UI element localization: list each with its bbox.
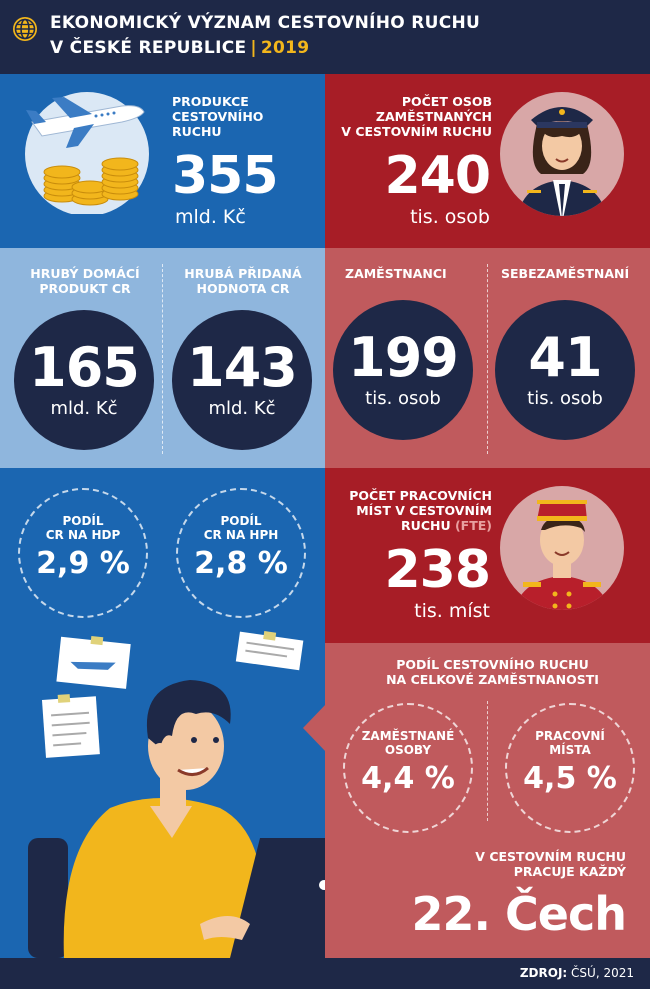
employed-persons-share-circle: ZAMĚSTNANÉ OSOBY 4,4 % (343, 703, 473, 833)
share-gdp-label: PODÍL CR NA HDP (45, 514, 121, 542)
source-label: ZDROJ: (519, 966, 568, 980)
divider (487, 701, 488, 821)
share-gva-value: 2,8 % (194, 546, 288, 581)
employed-value: 240 (384, 146, 491, 206)
share-gva-circle: PODÍL CR NA HPH 2,8 % (176, 488, 306, 618)
selfemployed-circle: 41 tis. osob (495, 300, 635, 440)
year-label: 2019 (260, 38, 310, 58)
employed-persons-share-label: ZAMĚSTNANÉ OSOBY (361, 729, 455, 757)
employed-unit: tis. osob (410, 206, 490, 228)
plane-coins-illustration (25, 92, 149, 214)
footer: ZDROJ: ČSÚ, 2021 (0, 958, 650, 989)
source-value: ČSÚ, 2021 (571, 966, 634, 980)
employment-share-title: PODÍL CESTOVNÍHO RUCHU NA CELKOVÉ ZAMĚST… (386, 657, 599, 687)
employees-unit: tis. osob (365, 388, 441, 409)
speech-pointer (303, 703, 327, 753)
share-gva-label: PODÍL CR NA HPH (203, 514, 279, 542)
employees-panel: ZAMĚSTNANCI SEBEZAMĚSTNANÍ 199 tis. osob… (325, 248, 650, 468)
gva-unit: mld. Kč (208, 398, 276, 419)
jobs-label: POČET PRACOVNÍCH MÍST V CESTOVNÍM RUCHU … (349, 488, 492, 533)
jobs-unit: tis. míst (414, 600, 490, 622)
gdp-label: HRUBÝ DOMÁCÍ PRODUKT CR (30, 266, 140, 296)
gdp-circle: 165 mld. Kč (14, 310, 154, 450)
job-places-share-label: PRACOVNÍ MÍSTA (535, 729, 605, 757)
globe-icon (13, 17, 37, 41)
employed-persons-share-value: 4,4 % (361, 761, 455, 796)
production-value: 355 (172, 146, 279, 206)
shares-panel: PODÍL CR NA HDP 2,9 % PODÍL CR NA HPH 2,… (0, 468, 325, 958)
selfemployed-label: SEBEZAMĚSTNANÍ (501, 266, 630, 281)
selfemployed-value: 41 (528, 326, 602, 389)
production-panel: PRODUKCE CESTOVNÍHO RUCHU 355 mld. Kč (0, 74, 325, 248)
every-text: V CESTOVNÍM RUCHU PRACUJE KAŽDÝ (475, 849, 626, 879)
share-gdp-circle: PODÍL CR NA HDP 2,9 % (18, 488, 148, 618)
gdp-value: 165 (29, 336, 140, 399)
employment-share-panel: PODÍL CESTOVNÍHO RUCHU NA CELKOVÉ ZAMĚST… (303, 643, 650, 958)
share-gdp-value: 2,9 % (36, 546, 130, 581)
gdp-gva-panel: HRUBÝ DOMÁCÍ PRODUKT CR HRUBÁ PŘIDANÁ HO… (0, 248, 325, 468)
job-places-share-circle: PRACOVNÍ MÍSTA 4,5 % (505, 703, 635, 833)
page-title-line1: EKONOMICKÝ VÝZNAM CESTOVNÍHO RUCHU (50, 13, 481, 33)
header: EKONOMICKÝ VÝZNAM CESTOVNÍHO RUCHU V ČES… (0, 0, 650, 74)
gdp-unit: mld. Kč (50, 398, 118, 419)
pilot-illustration (500, 92, 624, 216)
employees-label: ZAMĚSTNANCI (345, 266, 447, 281)
source-line: ZDROJ: ČSÚ, 2021 (520, 966, 634, 980)
selfemployed-unit: tis. osob (527, 388, 603, 409)
divider (162, 264, 163, 454)
jobs-panel: POČET PRACOVNÍCH MÍST V CESTOVNÍM RUCHU … (325, 468, 650, 643)
employees-circle: 199 tis. osob (333, 300, 473, 440)
job-places-share-value: 4,5 % (523, 761, 617, 796)
employed-panel: POČET OSOB ZAMĚSTNANÝCH V CESTOVNÍM RUCH… (325, 74, 650, 248)
divider (487, 264, 488, 454)
production-unit: mld. Kč (175, 206, 246, 228)
employed-label: POČET OSOB ZAMĚSTNANÝCH V CESTOVNÍM RUCH… (341, 94, 492, 139)
bellboy-illustration (500, 486, 624, 610)
every-value: 22. Čech (411, 887, 627, 941)
gva-circle: 143 mld. Kč (172, 310, 312, 450)
page-title-line2: V ČESKÉ REPUBLICE | 2019 (50, 38, 310, 58)
gva-value: 143 (187, 336, 298, 399)
gva-label: HRUBÁ PŘIDANÁ HODNOTA CR (184, 266, 302, 296)
production-label: PRODUKCE CESTOVNÍHO RUCHU (172, 94, 264, 139)
jobs-value: 238 (384, 540, 491, 600)
fte-label: (FTE) (454, 518, 492, 533)
man-at-laptop-illustration (28, 631, 325, 958)
employees-value: 199 (348, 326, 459, 389)
